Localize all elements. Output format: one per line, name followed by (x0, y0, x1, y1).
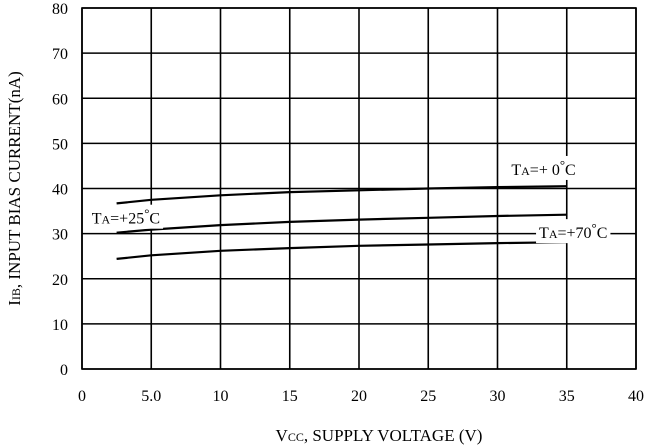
y-tick-labels: 0 10 20 30 40 50 60 70 80 (52, 1, 68, 379)
x-tick-label: 0 (78, 388, 86, 405)
curve-annotation-2: TA=+25°C (92, 206, 160, 228)
curve-annotation-3: TA=+70°C (539, 220, 607, 242)
x-tick-label: 35 (559, 388, 575, 405)
plot-frame (81, 7, 637, 370)
annotation-background (536, 219, 611, 244)
x-tick-label: 5.0 (141, 388, 161, 405)
y-tick-label: 40 (52, 182, 68, 199)
series-line-1 (116, 185, 567, 205)
y-tick-label: 70 (52, 46, 68, 63)
x-tick-label: 40 (628, 388, 644, 405)
x-tick-label: 10 (213, 388, 229, 405)
x-axis-title: VCC, SUPPLY VOLTAGE (V) (276, 426, 483, 445)
y-axis-title: IIB, INPUT BIAS CURRENT(nA) (5, 71, 24, 306)
annotation-background (88, 204, 164, 229)
y-tick-label: 20 (52, 272, 68, 289)
y-tick-label: 50 (52, 136, 68, 153)
annotation-background (508, 155, 579, 180)
y-tick-label: 10 (52, 317, 68, 334)
y-tick-label: 30 (52, 227, 68, 244)
grid-lines (81, 7, 637, 370)
x-tick-label: 25 (420, 388, 436, 405)
y-tick-label: 0 (60, 362, 68, 379)
series-lines (116, 185, 567, 260)
curve-annotation-1: TA=+ 0°C (511, 157, 575, 179)
series-line-3 (116, 241, 567, 260)
y-tick-label: 80 (52, 1, 68, 18)
x-tick-label: 20 (351, 388, 367, 405)
x-tick-label: 15 (282, 388, 298, 405)
series-line-2 (116, 213, 567, 234)
x-tick-label: 30 (490, 388, 506, 405)
curve-annotations: TA=+ 0°C TA=+25°C TA=+70°C (88, 155, 611, 244)
x-tick-labels: 0 5.0 10 15 20 25 30 35 40 (78, 388, 644, 405)
y-tick-label: 60 (52, 91, 68, 108)
